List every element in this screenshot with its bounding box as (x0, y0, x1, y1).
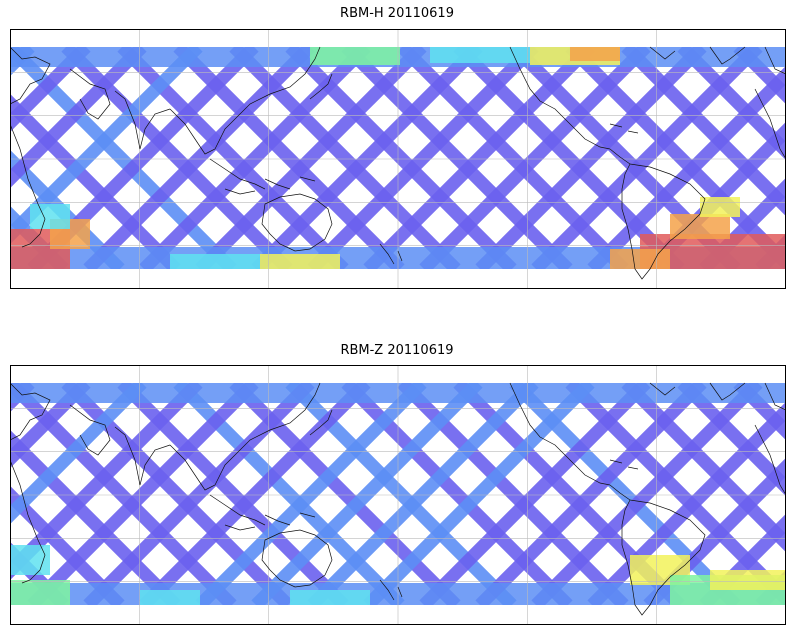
anomaly-spot (570, 47, 620, 61)
coastline (509, 382, 611, 486)
coastline (114, 90, 171, 150)
track-swath (251, 383, 483, 605)
track-swath (419, 47, 651, 269)
anomaly-spots (10, 47, 786, 269)
track-swath (699, 513, 786, 605)
coastline (169, 444, 236, 491)
track-swath (363, 383, 595, 605)
anomaly-spot (670, 214, 730, 239)
coastline (69, 68, 111, 120)
track-swath (419, 383, 651, 605)
coastline (10, 46, 51, 105)
map-frame (10, 365, 786, 625)
coastline (621, 499, 706, 616)
coastline (10, 382, 51, 441)
coastline (209, 494, 266, 526)
anomaly-spots (10, 545, 786, 605)
track-swath (10, 383, 147, 525)
track-swath (363, 47, 595, 269)
track-swath (531, 383, 763, 605)
coastline (209, 158, 266, 190)
track-swath (475, 47, 707, 269)
track-swath (307, 383, 539, 605)
graticule (10, 29, 786, 289)
track-swath (251, 47, 483, 269)
coastline (69, 404, 111, 456)
track-swath (195, 47, 427, 269)
coastline (609, 148, 631, 165)
track-swath (139, 47, 371, 269)
track-swath (10, 429, 181, 605)
coastline (234, 46, 321, 120)
coastline (649, 46, 746, 65)
coastline (609, 484, 631, 501)
coastline (754, 88, 786, 160)
track-swath (10, 47, 91, 133)
satellite-tracks (10, 47, 786, 269)
anomaly-spot (700, 197, 740, 217)
coastline (261, 529, 333, 588)
coastline (234, 382, 321, 456)
anomaly-spot (430, 47, 530, 63)
coastline (609, 459, 639, 470)
anomaly-spot (310, 47, 400, 65)
graticule (10, 365, 786, 625)
track-swath (27, 383, 259, 605)
coastline (114, 426, 171, 486)
track-swath (587, 401, 786, 605)
track-swath (195, 383, 427, 605)
track-swath (10, 47, 147, 189)
coastline (609, 123, 639, 134)
coastline (754, 424, 786, 496)
coastline (509, 46, 611, 150)
coastline (309, 409, 333, 436)
coastline (764, 46, 786, 75)
track-swath (10, 485, 125, 605)
track-swath (83, 47, 315, 269)
track-swath (475, 383, 707, 605)
anomaly-spot (30, 204, 70, 229)
anomaly-spot (610, 249, 670, 269)
coastline (764, 382, 786, 411)
coastline (309, 73, 333, 100)
track-swath (587, 65, 786, 269)
track-swath (10, 93, 181, 269)
anomaly-spot (290, 590, 370, 605)
panel-title-rbm-z: RBM-Z 20110619 (340, 343, 454, 358)
anomaly-spot (140, 590, 200, 605)
track-swath (139, 383, 371, 605)
coastline (621, 163, 706, 280)
track-swath (531, 47, 763, 269)
anomaly-spot (170, 254, 260, 269)
anomaly-spot (260, 254, 340, 269)
coastlines (10, 46, 786, 280)
track-swath (83, 383, 315, 605)
coastline (10, 459, 46, 584)
anomaly-spot (710, 570, 786, 590)
coastline (224, 176, 316, 195)
coastline (379, 579, 403, 601)
panel-title-rbm-h: RBM-H 20110619 (340, 6, 454, 21)
track-swath (307, 47, 539, 269)
coastline (261, 193, 333, 252)
map-frame (10, 29, 786, 289)
coastline (10, 123, 46, 248)
track-swath (10, 383, 91, 469)
coastline (169, 108, 236, 155)
track-swath (699, 177, 786, 269)
map-panel-rbm-h (10, 29, 786, 289)
coastline (379, 243, 403, 265)
coastline (224, 512, 316, 531)
anomaly-spot (10, 580, 70, 605)
coastlines (10, 382, 786, 616)
anomaly-spot (10, 545, 50, 575)
map-panel-rbm-z (10, 365, 786, 625)
coastline (649, 382, 746, 401)
